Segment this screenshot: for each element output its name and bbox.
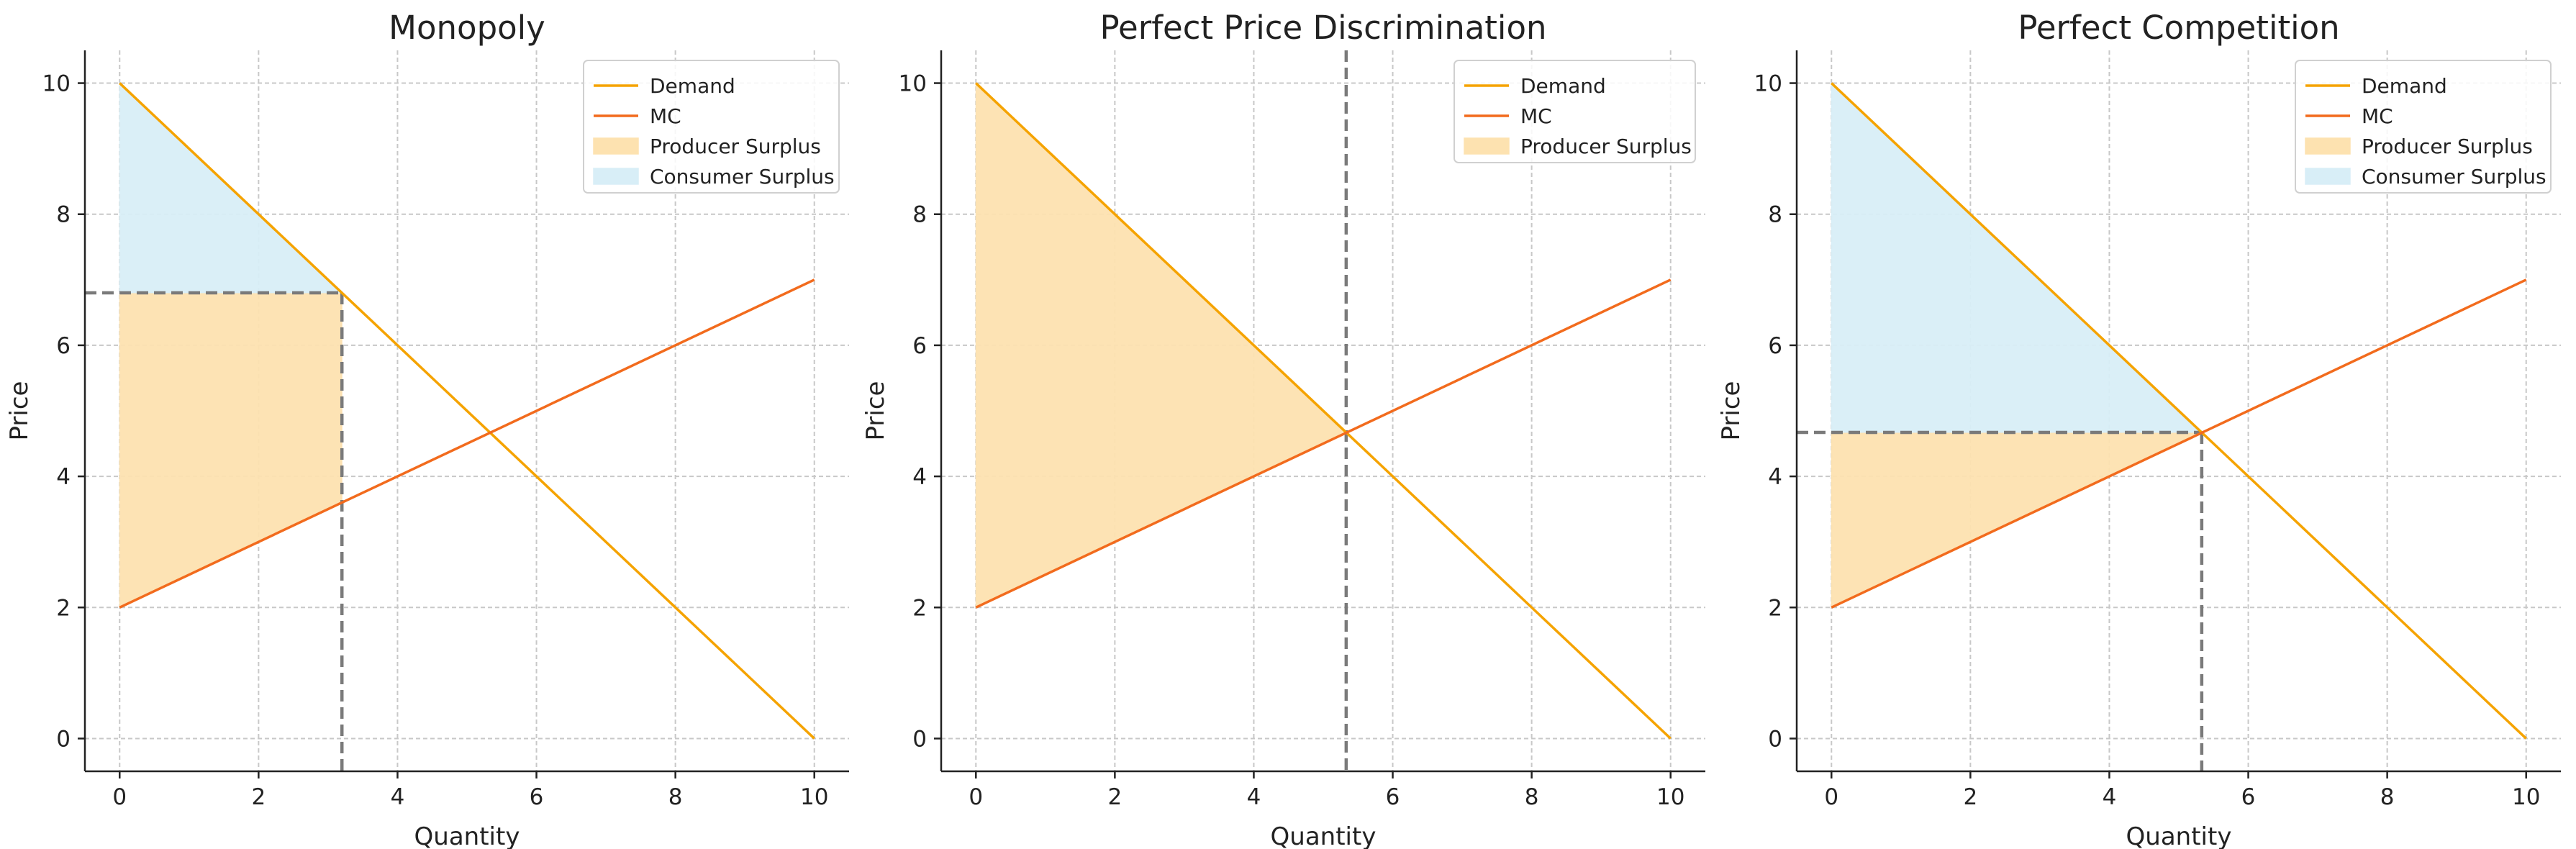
y-axis-label: Price — [1717, 381, 1746, 441]
x-tick-label: 6 — [2241, 784, 2256, 810]
demand-line — [119, 82, 815, 740]
legend-item-mc: MC — [1464, 104, 1552, 128]
legend-item-consumer-surplus: Consumer Surplus — [2305, 165, 2546, 189]
x-tick-label: 4 — [2103, 784, 2117, 810]
legend-item-demand: Demand — [594, 74, 735, 98]
producer-surplus-area — [119, 292, 343, 609]
legend-label: Consumer Surplus — [650, 165, 835, 189]
y-tick-label: 2 — [1768, 595, 1782, 621]
legend-swatch — [2305, 137, 2351, 155]
chart-perfect-competition: 0 2 4 6 8 10 0 2 4 6 8 10 Perfect Competition Quant… — [1717, 9, 2561, 849]
legend-label: Consumer Surplus — [2362, 165, 2546, 189]
y-tick-label: 8 — [1768, 202, 1782, 228]
x-tick-label: 10 — [800, 784, 828, 810]
x-tick-label: 8 — [668, 784, 683, 810]
y-tick-label: 0 — [56, 726, 71, 752]
y-tick-label: 6 — [912, 333, 927, 359]
chart-perfect-price-discrimination: 0 2 4 6 8 10 0 2 4 6 8 10 Perfect Price Discriminat… — [861, 9, 1705, 849]
x-tick-label: 8 — [1525, 784, 1539, 810]
x-axis-label: Quantity — [1271, 822, 1377, 849]
x-tick-label: 6 — [530, 784, 544, 810]
y-tick-label: 8 — [56, 202, 71, 228]
legend-label: MC — [650, 104, 681, 128]
y-tick-label: 6 — [56, 333, 71, 359]
y-tick-label: 10 — [42, 71, 71, 97]
legend-item-demand: Demand — [1464, 74, 1606, 98]
y-axis-label: Price — [861, 381, 890, 441]
legend-label: Producer Surplus — [650, 135, 821, 158]
legend-swatch — [1464, 137, 1510, 155]
legend-item-producer-surplus: Producer Surplus — [593, 135, 821, 158]
y-tick-label: 2 — [56, 595, 71, 621]
legend-box — [583, 60, 840, 194]
x-tick-label: 6 — [1386, 784, 1400, 810]
legend-label: MC — [2362, 104, 2393, 128]
legend: Demand MC Producer Surplus — [1453, 60, 1696, 163]
x-tick-label: 8 — [2380, 784, 2395, 810]
y-tick-label: 4 — [912, 464, 927, 490]
legend-item-producer-surplus: Producer Surplus — [2305, 135, 2533, 158]
y-tick-label: 0 — [912, 726, 927, 752]
legend-box — [2295, 60, 2552, 194]
x-tick-label: 10 — [2512, 784, 2540, 810]
legend-label: Demand — [650, 74, 735, 98]
mc-line — [119, 278, 815, 609]
legend-item-mc: MC — [2305, 104, 2393, 128]
legend-swatch — [593, 137, 639, 155]
y-tick-label: 8 — [912, 202, 927, 228]
legend-label: MC — [1520, 104, 1552, 128]
legend: Demand MC Producer Surplus Consumer Surplus — [2295, 60, 2552, 194]
legend-item-producer-surplus: Producer Surplus — [1464, 135, 1692, 158]
legend-item-demand: Demand — [2305, 74, 2447, 98]
x-tick-label: 2 — [1963, 784, 1977, 810]
chart-monopoly: 0 2 4 6 8 10 0 2 4 6 8 10 Monopoly Quantity Price D… — [5, 9, 849, 849]
y-tick-label: 10 — [899, 71, 927, 97]
chart-title: Monopoly — [389, 9, 545, 47]
legend: Demand MC Producer Surplus Consumer Surplus — [583, 60, 840, 194]
legend-swatch — [2305, 168, 2351, 185]
legend-label: Producer Surplus — [2362, 135, 2533, 158]
legend-swatch — [593, 168, 639, 185]
x-axis-label: Quantity — [2126, 822, 2232, 849]
y-tick-label: 0 — [1768, 726, 1782, 752]
mc-line — [1831, 278, 2527, 609]
y-tick-label: 6 — [1768, 333, 1782, 359]
x-tick-label: 0 — [1824, 784, 1838, 810]
demand-line — [975, 82, 1672, 740]
legend-label: Demand — [1520, 74, 1606, 98]
legend-item-consumer-surplus: Consumer Surplus — [593, 165, 835, 189]
y-tick-label: 2 — [912, 595, 927, 621]
mc-line — [975, 278, 1672, 609]
chart-title: Perfect Competition — [2018, 9, 2339, 47]
legend-item-mc: MC — [594, 104, 681, 128]
y-tick-label: 4 — [1768, 464, 1782, 490]
chart-title: Perfect Price Discrimination — [1100, 9, 1547, 47]
legend-label: Producer Surplus — [1520, 135, 1692, 158]
x-tick-label: 0 — [112, 784, 127, 810]
x-tick-label: 10 — [1656, 784, 1684, 810]
x-tick-label: 2 — [251, 784, 266, 810]
x-tick-label: 4 — [391, 784, 405, 810]
y-axis-label: Price — [5, 381, 34, 441]
demand-line — [1831, 82, 2527, 740]
y-tick-label: 10 — [1754, 71, 1782, 97]
legend-box — [1453, 60, 1696, 163]
x-axis-label: Quantity — [414, 822, 520, 849]
y-tick-label: 4 — [56, 464, 71, 490]
x-tick-label: 0 — [969, 784, 983, 810]
x-tick-label: 4 — [1247, 784, 1261, 810]
x-tick-label: 2 — [1107, 784, 1122, 810]
legend-label: Demand — [2362, 74, 2447, 98]
